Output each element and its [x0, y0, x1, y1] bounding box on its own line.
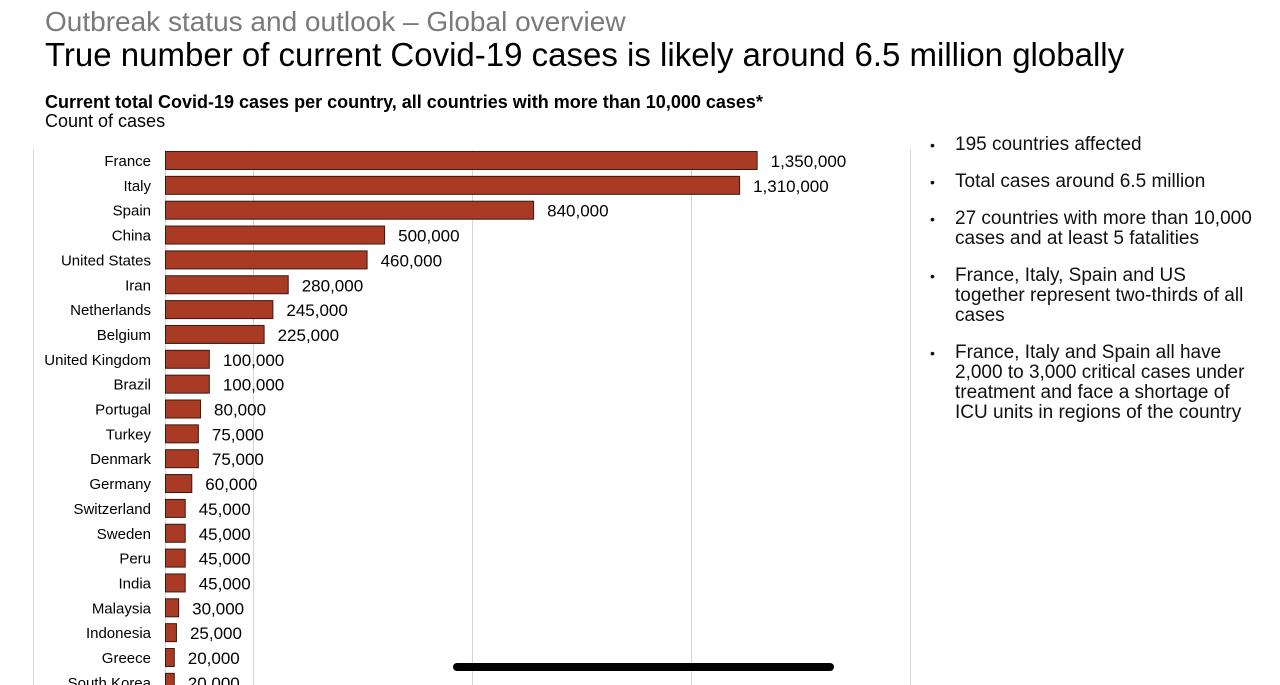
chart-subtitle: Count of cases — [45, 111, 166, 131]
bar-chart: France 1,350,000 Italy 1,310,000 Spain 840,00… — [33, 150, 911, 685]
bar — [165, 175, 741, 195]
value-label: 280,000 — [302, 276, 363, 295]
key-fact-item: • 27 countries with more than 10,000 case… — [930, 209, 1260, 249]
bar — [165, 399, 202, 419]
value-label: 100,000 — [223, 351, 284, 370]
bullet-icon: • — [930, 211, 935, 227]
page-supertitle: Outbreak status and outlook – Global ove… — [45, 6, 626, 37]
value-label: 100,000 — [223, 376, 284, 395]
bar — [165, 573, 186, 593]
bullet-icon: • — [930, 137, 935, 153]
value-label: 500,000 — [398, 227, 459, 246]
key-fact-text: 27 countries with more than 10,000 cases… — [955, 208, 1252, 249]
bar — [165, 648, 175, 667]
bar — [165, 474, 193, 494]
key-fact-item: • 195 countries affected — [930, 135, 1260, 155]
category-label: Denmark — [90, 451, 151, 468]
value-label: 20,000 — [188, 649, 240, 668]
bar — [165, 672, 175, 685]
bar — [165, 151, 758, 170]
category-label: Sweden — [97, 526, 151, 543]
category-label: China — [112, 228, 152, 245]
category-label: South Korea — [68, 675, 152, 685]
bar — [165, 349, 210, 369]
category-label: Malaysia — [92, 600, 152, 617]
value-label: 75,000 — [212, 450, 264, 469]
category-label: Turkey — [106, 426, 152, 443]
category-label: Germany — [89, 476, 151, 493]
bar — [165, 548, 186, 568]
page-headline: True number of current Covid-19 cases is… — [45, 36, 1125, 73]
value-label: 1,310,000 — [753, 177, 829, 196]
bullet-icon: • — [930, 345, 935, 361]
category-label: Belgium — [97, 327, 151, 344]
key-fact-text: 195 countries affected — [955, 134, 1142, 155]
bar — [165, 598, 180, 618]
value-label: 30,000 — [192, 599, 244, 618]
value-label: 80,000 — [214, 401, 266, 420]
value-label: 20,000 — [188, 674, 240, 685]
category-label: Spain — [113, 203, 151, 220]
value-label: 460,000 — [381, 251, 442, 270]
bar — [165, 523, 186, 543]
bar — [165, 623, 177, 643]
value-label: 1,350,000 — [771, 152, 847, 171]
value-label: 45,000 — [199, 550, 251, 569]
key-fact-item: • Total cases around 6.5 million — [930, 172, 1260, 192]
bullet-icon: • — [930, 174, 935, 190]
chart-title: Current total Covid-19 cases per country… — [45, 92, 763, 112]
category-label: Italy — [123, 178, 151, 195]
category-label: Greece — [102, 650, 151, 667]
category-label: Netherlands — [70, 302, 151, 319]
value-label: 75,000 — [212, 425, 264, 444]
key-fact-text: Total cases around 6.5 million — [955, 171, 1206, 192]
bar — [165, 449, 199, 469]
category-label: United Kingdom — [44, 352, 151, 369]
category-label: Portugal — [95, 402, 151, 419]
bar — [165, 424, 199, 444]
category-label: Iran — [125, 277, 151, 294]
bar — [165, 374, 210, 394]
bar — [165, 324, 265, 344]
bar — [165, 275, 289, 295]
value-label: 60,000 — [205, 475, 257, 494]
key-fact-text: France, Italy and Spain all have 2,000 t… — [955, 342, 1245, 423]
value-label: 45,000 — [199, 500, 251, 519]
category-label: India — [118, 575, 151, 592]
value-label: 45,000 — [199, 574, 251, 593]
category-label: Indonesia — [86, 625, 152, 642]
value-label: 45,000 — [199, 525, 251, 544]
bar — [165, 250, 368, 270]
bar — [165, 498, 186, 518]
category-label: Switzerland — [73, 501, 151, 518]
bar — [165, 200, 535, 220]
bar — [165, 225, 386, 245]
bullet-icon: • — [930, 268, 935, 284]
key-fact-item: • France, Italy, Spain and US together re… — [930, 266, 1260, 326]
key-fact-text: France, Italy, Spain and US together rep… — [955, 265, 1244, 326]
key-facts-list: • 195 countries affected • Total cases arou… — [930, 135, 1260, 440]
value-label: 245,000 — [286, 301, 347, 320]
value-label: 25,000 — [190, 624, 242, 643]
key-fact-item: • France, Italy and Spain all have 2,000 … — [930, 343, 1260, 423]
category-label: France — [104, 153, 151, 170]
value-label: 225,000 — [278, 326, 339, 345]
category-label: United States — [61, 252, 151, 269]
bar — [165, 300, 274, 320]
category-label: Peru — [119, 551, 151, 568]
home-indicator-bar[interactable] — [453, 663, 834, 671]
category-label: Brazil — [113, 377, 151, 394]
value-label: 840,000 — [547, 202, 608, 221]
